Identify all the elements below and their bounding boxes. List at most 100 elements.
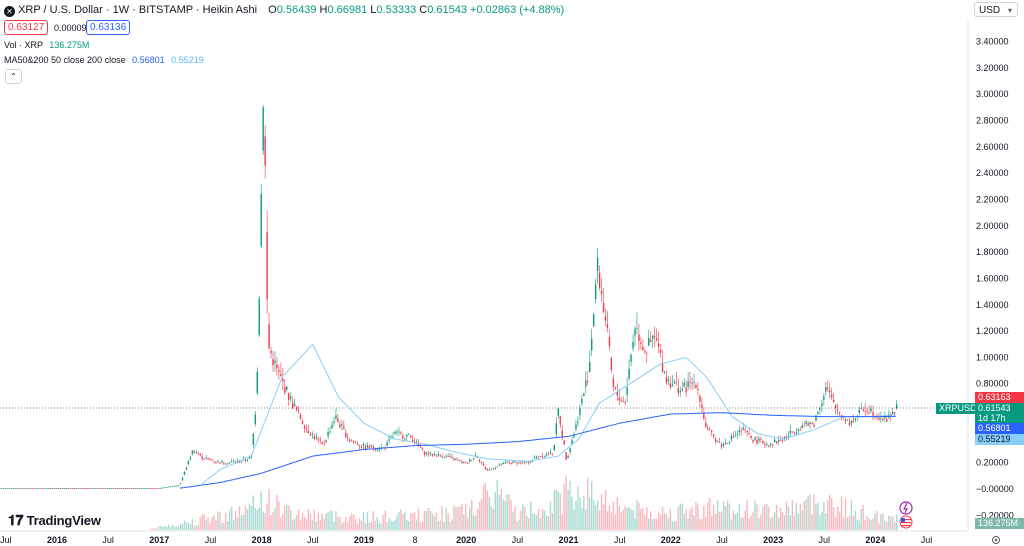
volume-bar (740, 517, 742, 530)
candle-body (866, 411, 868, 412)
open-label: O (268, 4, 277, 16)
volume-bar (638, 502, 640, 530)
candle-body (471, 460, 473, 461)
last-price-tag: 0.61543 (975, 403, 1024, 414)
candle-body (653, 335, 656, 337)
buy-button[interactable]: 0.63136 (86, 20, 131, 35)
volume-bar (535, 515, 538, 530)
volume-bar (451, 519, 453, 530)
candle-body (760, 438, 762, 440)
candle-body (537, 456, 540, 458)
candle-body (358, 445, 361, 447)
tradingview-logo-text: TradingView (26, 513, 101, 528)
volume-bar (848, 515, 851, 530)
volume-bar (630, 509, 632, 530)
time-tick-label: 2020 (456, 535, 476, 545)
symbol-legend[interactable]: ✕ XRP / U.S. Dollar · 1W · BITSTAMP · He… (4, 4, 564, 17)
volume-bar (537, 508, 540, 530)
candle-body (858, 409, 860, 413)
volume-bar (441, 505, 443, 530)
currency-select[interactable]: USD ▾ (974, 2, 1018, 17)
candle-body (652, 335, 654, 339)
candle-body (81, 488, 83, 490)
volume-bar (429, 510, 432, 530)
candle-body (189, 457, 192, 460)
candle-body (502, 462, 504, 465)
candle-body (646, 352, 648, 354)
candle-body (215, 461, 217, 463)
volume-bar (362, 512, 365, 530)
volume-bar (657, 512, 660, 530)
candle-body (408, 433, 410, 435)
volume-bar (392, 521, 394, 530)
volume-bar (626, 508, 628, 530)
volume-bar (492, 508, 495, 530)
volume-bar (297, 509, 300, 530)
candle-body (832, 399, 835, 403)
candle-body (34, 488, 36, 490)
volume-bar (238, 506, 241, 530)
volume-bar (703, 505, 705, 530)
candle-body (620, 400, 622, 402)
time-axis[interactable]: Jul 2016 Jul 2017 Jul 2018 Jul 2019 8 2020 Jul 2021… (0, 535, 932, 545)
candle-body (425, 452, 428, 454)
volume-bar (447, 513, 449, 530)
volume-bar (478, 501, 481, 530)
volume-bar (227, 521, 229, 530)
candle-body (288, 393, 290, 400)
price-tick-label: −0.20000 (976, 510, 1014, 520)
candle-body (880, 418, 882, 420)
volume-bar (236, 517, 239, 530)
volume-bar (854, 510, 857, 530)
volume-bar (772, 516, 774, 530)
candle-body (669, 383, 672, 388)
candle-body (583, 393, 585, 397)
volume-bar (303, 516, 306, 530)
time-tick-label: Jul (818, 535, 830, 545)
volume-bar (520, 510, 522, 530)
volume-bar (158, 526, 160, 530)
volume-bar (893, 521, 896, 530)
volume-bar (831, 498, 833, 530)
volume-bar (244, 505, 247, 530)
candle-body (730, 436, 733, 440)
candle-body (114, 488, 117, 489)
candle-body (179, 483, 182, 485)
candle-body (146, 488, 148, 489)
candle-body (779, 440, 782, 441)
flash-icon[interactable] (899, 501, 913, 515)
volume-bar (327, 512, 329, 530)
candlesticks (0, 104, 898, 490)
volume-bar (449, 521, 451, 530)
volume-bar (823, 501, 825, 530)
volume-bar (667, 518, 670, 530)
settings-icon[interactable] (992, 536, 1000, 544)
volume-bar (262, 511, 264, 530)
volume-legend[interactable]: Vol · XRP 136.275M (4, 40, 89, 50)
volume-bar (738, 504, 740, 530)
candle-body (703, 413, 705, 419)
candle-body (799, 429, 801, 431)
candle-body (360, 446, 363, 448)
candle-body (504, 462, 506, 464)
candle-body (638, 334, 640, 342)
tradingview-logo[interactable]: 𝟏𝟕 TradingView (8, 512, 101, 529)
candle-body (282, 378, 284, 382)
candle-body (238, 461, 241, 463)
volume-bar (211, 517, 213, 530)
volume-bar (846, 517, 849, 530)
candle-body (24, 488, 26, 490)
volume-bar (349, 516, 351, 530)
ma-legend[interactable]: MA50&200 50 close 200 close 0.56801 0.55… (4, 55, 204, 65)
collapse-legend-button[interactable]: ⌃ (5, 69, 22, 84)
volume-bar (437, 521, 439, 530)
candle-body (807, 423, 809, 426)
sell-button[interactable]: 0.63127 (4, 20, 49, 35)
volume-bar (886, 522, 888, 530)
candle-body (234, 461, 237, 463)
price-axis[interactable]: −0.20000−0.000000.200000.400000.600000.8… (976, 37, 1014, 521)
candle-body (256, 371, 258, 394)
us-flag-icon[interactable] (899, 515, 913, 529)
volume-bar (579, 497, 581, 530)
